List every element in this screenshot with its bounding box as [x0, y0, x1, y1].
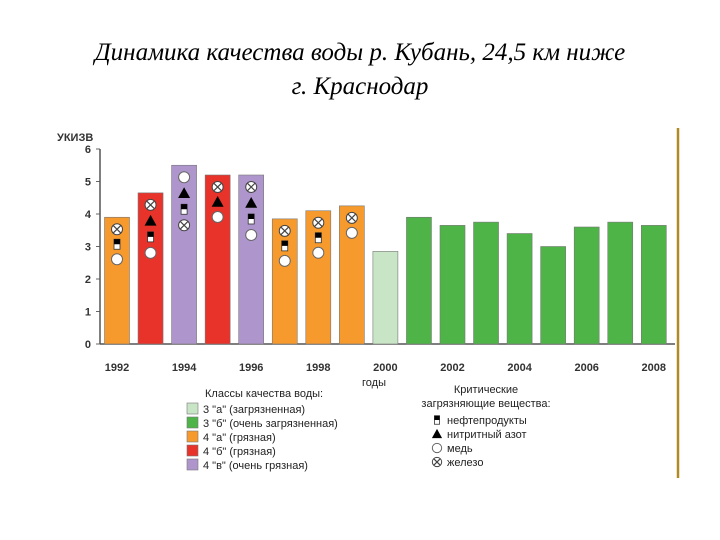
- bar: [271, 218, 298, 345]
- bar: [607, 221, 634, 345]
- class-legend-label: 3 "б" (очень загрязненная): [203, 418, 338, 430]
- iron-marker-cross: [146, 200, 155, 209]
- iron-marker-cross: [213, 182, 222, 192]
- x-tick-label: 2006: [574, 362, 598, 374]
- x-tick-label: 1996: [239, 362, 263, 374]
- x-tick-label: 1994: [172, 362, 197, 374]
- chart-title-line-1: Динамика качества воды р. Кубань, 24,5 к…: [94, 39, 626, 66]
- oil-marker-fill: [315, 232, 322, 238]
- copper-marker: [431, 442, 443, 454]
- class-legend-swatch: [186, 444, 199, 457]
- bar: [305, 210, 332, 345]
- iron-marker-cross: [280, 226, 289, 235]
- pollutant-legend-label: железо: [447, 457, 483, 469]
- class-legend-swatch: [186, 416, 199, 429]
- pollutant-legend-title: загрязняющие вещества:: [421, 398, 550, 410]
- copper-marker: [211, 211, 224, 223]
- class-legend-swatch: [186, 458, 199, 471]
- bar: [473, 221, 499, 345]
- copper-marker: [178, 171, 191, 184]
- copper-marker: [245, 229, 258, 241]
- x-tick-label: 2000: [373, 362, 397, 374]
- bar: [640, 225, 667, 345]
- y-tick-label: 3: [85, 242, 91, 254]
- copper-marker: [144, 246, 157, 259]
- nitrite-marker: [144, 214, 157, 226]
- class-legend-title: Классы качества воды:: [205, 388, 323, 400]
- class-legend-label: 4 "в" (очень грязная): [203, 460, 308, 472]
- chart-title-line-2: г. Краснодар: [291, 73, 429, 100]
- y-tick-label: 2: [85, 274, 91, 286]
- nitrite-marker: [211, 196, 224, 207]
- iron-marker-cross: [314, 218, 323, 227]
- bar: [573, 226, 600, 345]
- copper-marker: [345, 226, 358, 239]
- iron-marker-cross: [180, 221, 189, 230]
- pollutant-legend-label: медь: [447, 443, 473, 455]
- class-legend-swatch: [186, 430, 199, 443]
- bar: [104, 216, 130, 345]
- class-legend-label: 4 "а" (грязная): [203, 432, 276, 444]
- bar: [372, 251, 399, 345]
- x-tick-label: 2004: [507, 362, 532, 374]
- class-legend-swatch: [186, 402, 199, 415]
- oil-marker-fill: [181, 204, 188, 210]
- x-tick-label: 1998: [306, 362, 330, 374]
- oil-marker-fill: [147, 231, 154, 237]
- bar: [506, 233, 533, 345]
- pollutant-legend-title: Критические: [454, 384, 518, 396]
- iron-marker-cross: [433, 458, 441, 466]
- bar: [540, 246, 566, 345]
- bar: [171, 164, 197, 345]
- copper-marker: [111, 253, 123, 266]
- y-tick-label: 0: [85, 339, 91, 351]
- y-tick-label: 5: [85, 177, 91, 189]
- y-tick-label: 4: [85, 209, 92, 221]
- pollutant-legend-label: нефтепродукты: [447, 415, 527, 427]
- iron-marker-cross: [112, 225, 122, 234]
- pollutant-legend-label: нитритный азот: [447, 429, 527, 441]
- x-tick-label: 1992: [105, 362, 129, 374]
- class-legend-label: 3 "а" (загрязненная): [203, 404, 305, 416]
- nitrite-marker: [245, 197, 258, 208]
- oil-marker-fill: [114, 239, 120, 245]
- y-tick-label: 1: [85, 307, 91, 319]
- y-axis-label: УКИЗВ: [57, 132, 93, 144]
- y-tick-label: 6: [85, 144, 91, 156]
- x-axis-label: годы: [362, 377, 386, 389]
- class-legend-label: 4 "б" (грязная): [203, 446, 276, 458]
- oil-marker-fill: [281, 240, 288, 246]
- x-tick-label: 2002: [440, 362, 464, 374]
- oil-marker-fill: [248, 214, 255, 219]
- nitrite-marker: [431, 428, 443, 439]
- iron-marker-cross: [347, 213, 356, 222]
- bar: [339, 205, 365, 345]
- iron-marker-cross: [247, 182, 256, 192]
- x-tick-label: 2008: [642, 362, 666, 374]
- bar: [406, 216, 432, 345]
- nitrite-marker: [178, 187, 191, 199]
- copper-marker: [312, 246, 325, 259]
- copper-marker: [278, 254, 291, 267]
- bar: [439, 225, 466, 345]
- oil-marker-fill: [434, 415, 440, 420]
